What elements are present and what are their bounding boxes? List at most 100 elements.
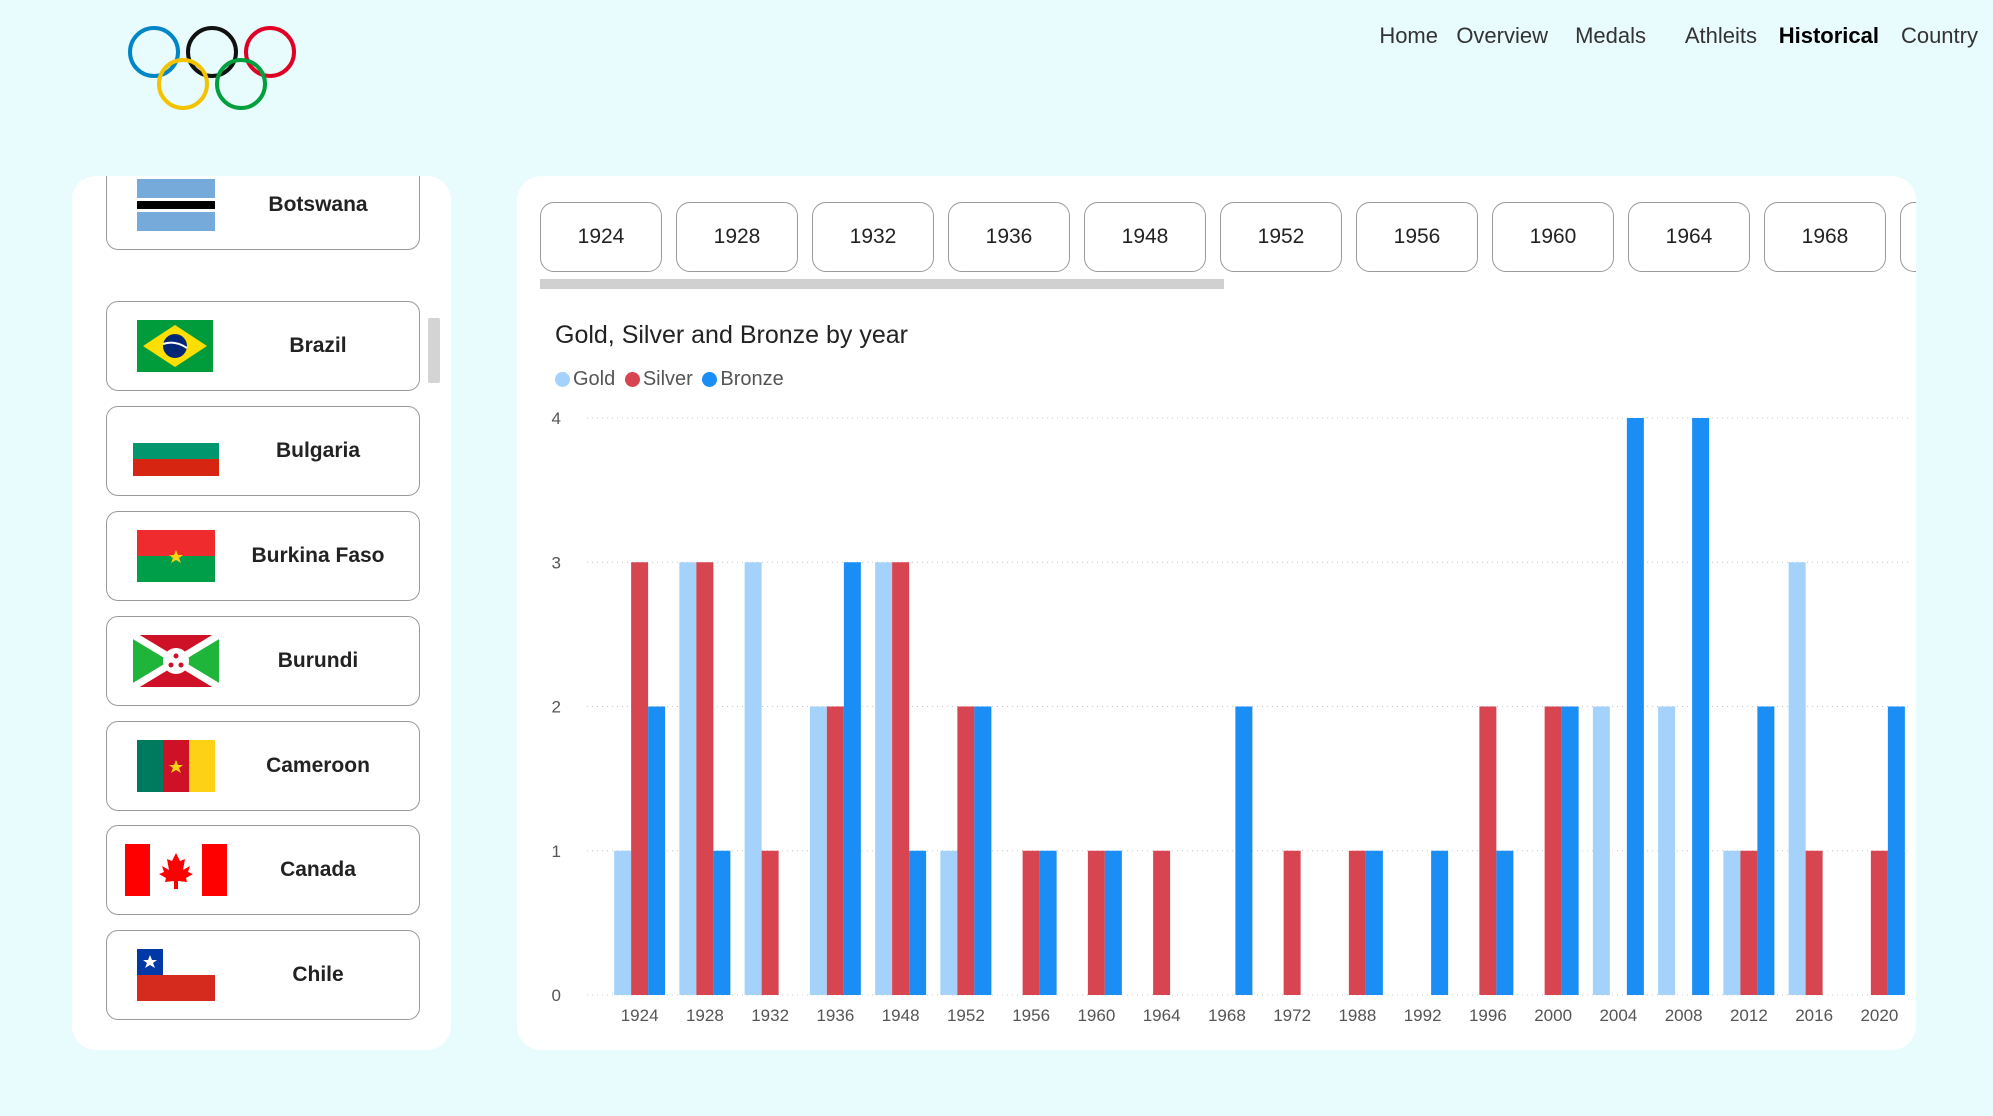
country-card-canada[interactable]: Canada [106, 825, 420, 915]
silver-dot-icon [624, 372, 640, 387]
x-tick-label: 1956 [1012, 1006, 1050, 1025]
olympic-rings-logo [128, 26, 296, 110]
bar-gold-2016 [1788, 562, 1806, 995]
legend-silver[interactable]: Silver [624, 368, 693, 391]
botswana-flag-icon [137, 179, 215, 231]
country-card-chile[interactable]: Chile [106, 930, 420, 1020]
bar-bronze-2004 [1626, 418, 1644, 995]
country-name: Cameroon [266, 754, 370, 777]
bar-bronze-1924 [648, 706, 666, 995]
chart-title: Gold, Silver and Bronze by year [555, 321, 908, 349]
legend-label: Gold [573, 368, 616, 390]
chile-flag-icon [137, 949, 215, 1001]
year-button-1948[interactable]: 1948 [1084, 202, 1206, 272]
x-tick-label: 1952 [947, 1006, 985, 1025]
year-button-1932[interactable]: 1932 [812, 202, 934, 272]
bar-gold-1952 [940, 850, 958, 995]
country-card-cameroon[interactable]: Cameroon [106, 721, 420, 811]
year-button-1968[interactable]: 1968 [1764, 202, 1886, 272]
bar-silver-1996 [1479, 706, 1497, 995]
country-name: Brazil [289, 334, 347, 357]
x-tick-label: 1988 [1338, 1006, 1376, 1025]
nav-overview[interactable]: Overview [1456, 23, 1548, 48]
bar-bronze-1996 [1496, 850, 1514, 995]
bar-gold-2012 [1723, 850, 1741, 995]
bar-silver-2012 [1740, 850, 1758, 995]
x-tick-label: 2000 [1534, 1006, 1572, 1025]
bar-silver-1988 [1348, 850, 1366, 995]
x-tick-label: 1960 [1077, 1006, 1115, 1025]
bar-bronze-2000 [1561, 706, 1579, 995]
year-button-1952[interactable]: 1952 [1220, 202, 1342, 272]
bar-gold-1936 [809, 706, 827, 995]
x-tick-label: 1928 [686, 1006, 724, 1025]
bar-gold-1924 [614, 850, 632, 995]
bar-gold-1932 [744, 562, 762, 995]
ring-green [215, 58, 267, 110]
x-tick-label: 1932 [751, 1006, 789, 1025]
bar-silver-1952 [957, 706, 975, 995]
bar-gold-2008 [1658, 706, 1676, 995]
ring-black [186, 26, 238, 78]
bar-gold-2004 [1592, 706, 1610, 995]
x-tick-label: 1996 [1469, 1006, 1507, 1025]
x-tick-label: 1964 [1143, 1006, 1181, 1025]
bar-silver-1956 [1022, 850, 1040, 995]
nav-country[interactable]: Country [1900, 23, 1978, 48]
x-tick-label: 1972 [1273, 1006, 1311, 1025]
bar-gold-1948 [875, 562, 893, 995]
bar-bronze-1968 [1235, 706, 1253, 995]
bar-bronze-2008 [1692, 418, 1710, 995]
burkina-faso-flag-icon [137, 530, 215, 582]
year-slicer-scrollbar[interactable] [540, 279, 1224, 289]
country-list-scrollbar[interactable] [428, 318, 440, 383]
year-button-1956[interactable]: 1956 [1356, 202, 1478, 272]
bar-silver-2000 [1544, 706, 1562, 995]
bar-silver-1932 [761, 850, 779, 995]
x-tick-label: 2012 [1730, 1006, 1768, 1025]
bar-silver-2020 [1870, 850, 1888, 995]
x-tick-label: 1968 [1208, 1006, 1246, 1025]
nav-medals[interactable]: Medals [1575, 23, 1646, 48]
y-tick-label: 3 [552, 553, 561, 572]
country-name: Botswana [268, 193, 368, 216]
bar-bronze-1992 [1431, 850, 1449, 995]
year-button-1964[interactable]: 1964 [1628, 202, 1750, 272]
country-list-panel: Botswana Brazil Bulgaria Burkina Faso [72, 176, 451, 1050]
country-name: Burundi [277, 649, 359, 672]
country-name: Chile [292, 963, 344, 986]
country-card-burundi[interactable]: Burundi [106, 616, 420, 706]
year-button-1928[interactable]: 1928 [676, 202, 798, 272]
y-tick-label: 0 [552, 986, 561, 1005]
bar-silver-1948 [892, 562, 910, 995]
canada-flag-icon [125, 844, 227, 896]
bar-gold-1928 [679, 562, 697, 995]
bar-bronze-2020 [1887, 706, 1905, 995]
nav-athleits[interactable]: Athleits [1684, 23, 1757, 48]
nav-home[interactable]: Home [1379, 23, 1438, 48]
bar-bronze-1988 [1365, 850, 1383, 995]
bar-silver-1936 [826, 706, 844, 995]
bar-bronze-1936 [843, 562, 861, 995]
legend-label: Bronze [720, 368, 784, 390]
country-card-bulgaria[interactable]: Bulgaria [106, 406, 420, 496]
year-button-1960[interactable]: 1960 [1492, 202, 1614, 272]
nav-historical[interactable]: Historical [1778, 23, 1879, 48]
bar-silver-1924 [631, 562, 649, 995]
bar-bronze-1948 [909, 850, 927, 995]
x-tick-label: 1936 [816, 1006, 854, 1025]
x-tick-label: 2008 [1665, 1006, 1703, 1025]
bar-silver-1972 [1283, 850, 1301, 995]
bar-bronze-2012 [1757, 706, 1775, 995]
bar-silver-1964 [1153, 850, 1171, 995]
country-card-burkina-faso[interactable]: Burkina Faso [106, 511, 420, 601]
bulgaria-flag-icon [133, 426, 219, 476]
year-button-1924[interactable]: 1924 [540, 202, 662, 272]
legend-gold[interactable]: Gold [555, 368, 615, 391]
year-button-1936[interactable]: 1936 [948, 202, 1070, 272]
y-tick-label: 4 [552, 409, 561, 428]
country-card-botswana[interactable]: Botswana [106, 176, 420, 250]
legend-bronze[interactable]: Bronze [702, 368, 784, 391]
country-card-brazil[interactable]: Brazil [106, 301, 420, 391]
bronze-dot-icon [702, 372, 718, 387]
